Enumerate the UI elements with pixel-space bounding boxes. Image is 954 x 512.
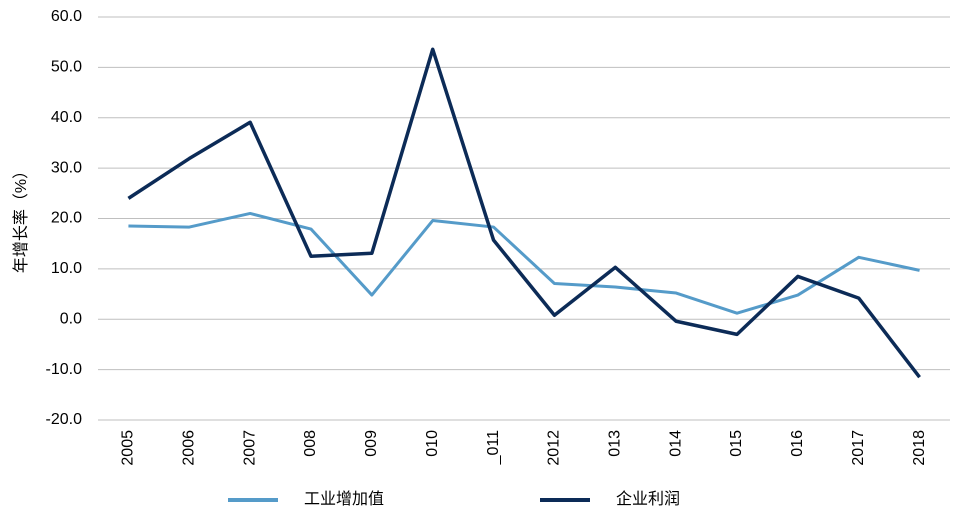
x-tick-label: 010: [424, 430, 441, 457]
x-tick-label: 015: [728, 430, 745, 457]
series-line: [128, 211, 920, 315]
x-tick-label: 009: [363, 430, 380, 457]
x-tick-label: 013: [607, 430, 624, 457]
x-tick-label: 014: [667, 430, 684, 457]
x-tick-label: 2007: [241, 430, 258, 466]
x-tick-label: 2006: [181, 430, 198, 466]
x-tick-label: 016: [789, 430, 806, 457]
x-tick-label: 2005: [120, 430, 137, 466]
y-tick-label: 30.0: [51, 159, 82, 176]
legend-label: 工业增加值: [304, 490, 384, 508]
y-tick-label: 10.0: [51, 260, 82, 277]
y-tick-label: -10.0: [46, 361, 83, 378]
y-tick-label: 40.0: [51, 109, 82, 126]
y-tick-label: 60.0: [51, 8, 82, 25]
y-tick-label: 50.0: [51, 59, 82, 76]
x-tick-label: 2018: [911, 430, 928, 466]
legend-label: 企业利润: [616, 490, 680, 508]
series-line: [127, 47, 921, 379]
y-tick-label: 0.0: [60, 310, 82, 327]
x-tick-label: 2012: [546, 430, 563, 466]
x-tick-label: 2017: [850, 430, 867, 466]
x-tick-label: 008: [302, 430, 319, 457]
y-axis-label: 年增长率（%）: [12, 163, 30, 273]
y-tick-label: 20.0: [51, 210, 82, 227]
x-tick-label: _011: [485, 430, 502, 466]
y-tick-label: -20.0: [46, 411, 83, 428]
